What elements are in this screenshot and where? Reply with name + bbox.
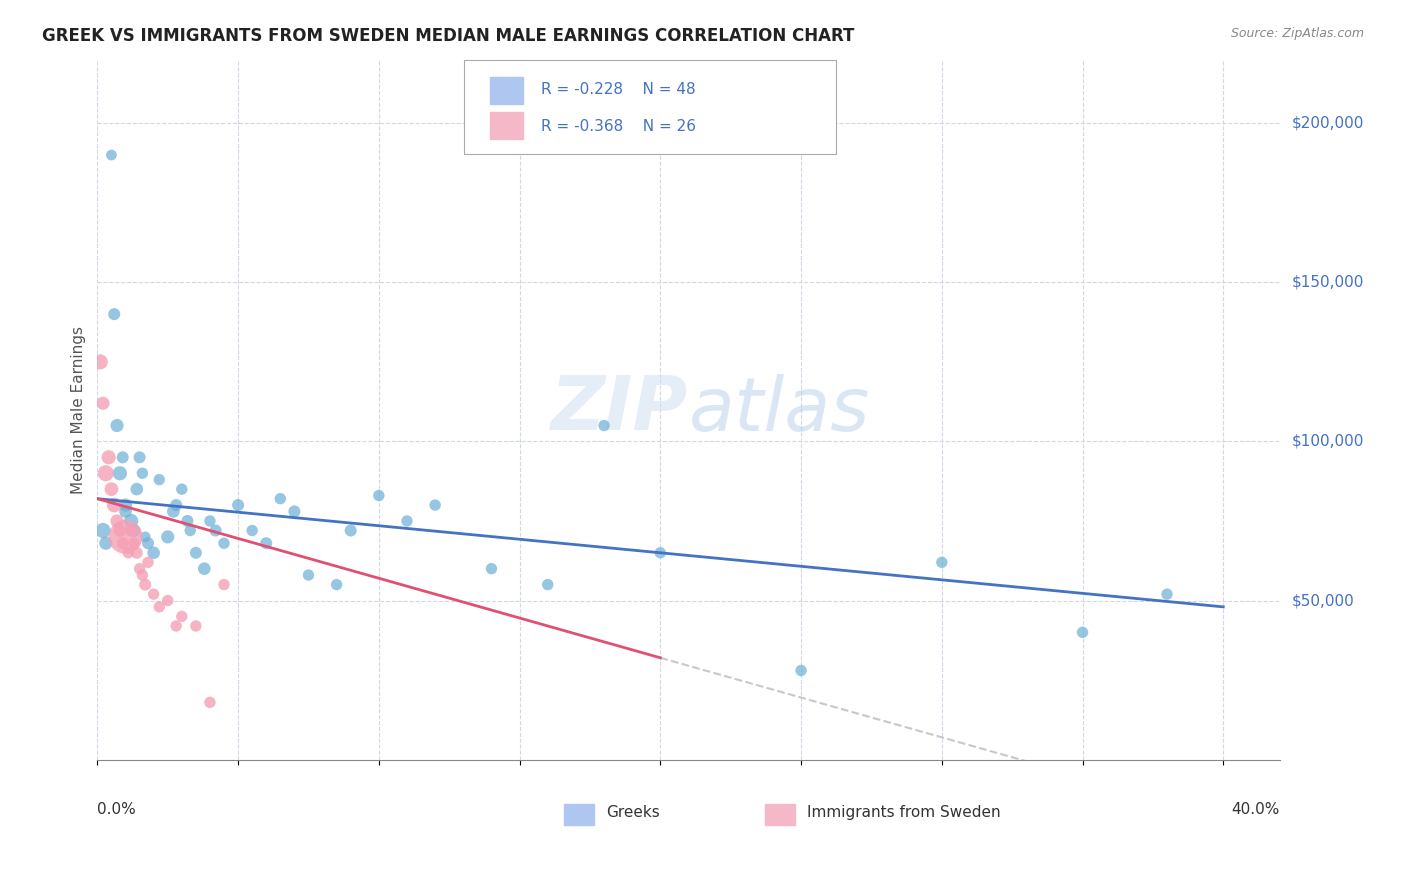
Text: R = -0.228    N = 48: R = -0.228 N = 48 xyxy=(541,82,696,97)
Point xyxy=(111,536,134,550)
Point xyxy=(170,482,193,496)
Point xyxy=(125,546,148,560)
Text: Source: ZipAtlas.com: Source: ZipAtlas.com xyxy=(1230,27,1364,40)
Point xyxy=(650,546,672,560)
FancyBboxPatch shape xyxy=(464,60,837,154)
Point xyxy=(193,562,215,576)
Point xyxy=(593,418,616,433)
Text: GREEK VS IMMIGRANTS FROM SWEDEN MEDIAN MALE EARNINGS CORRELATION CHART: GREEK VS IMMIGRANTS FROM SWEDEN MEDIAN M… xyxy=(42,27,855,45)
Point xyxy=(148,473,170,487)
Point xyxy=(170,609,193,624)
Point xyxy=(1156,587,1178,601)
Point xyxy=(117,546,139,560)
Point xyxy=(128,562,150,576)
Point xyxy=(184,619,207,633)
Point xyxy=(142,587,165,601)
Point xyxy=(395,514,418,528)
Point xyxy=(423,498,446,512)
Text: ZIP: ZIP xyxy=(551,373,689,446)
Point xyxy=(339,524,361,538)
Point xyxy=(184,546,207,560)
Point xyxy=(136,536,159,550)
Point xyxy=(108,467,131,481)
Point xyxy=(198,514,221,528)
Point xyxy=(89,355,111,369)
Point xyxy=(103,498,125,512)
Point xyxy=(931,555,953,569)
Text: 0.0%: 0.0% xyxy=(97,802,136,816)
Text: $200,000: $200,000 xyxy=(1292,116,1364,131)
Point xyxy=(269,491,291,506)
Point xyxy=(297,568,319,582)
Point xyxy=(134,530,156,544)
Point xyxy=(165,498,187,512)
Point xyxy=(114,530,136,544)
Text: $50,000: $50,000 xyxy=(1292,593,1354,608)
Text: Greeks: Greeks xyxy=(606,805,659,820)
Point xyxy=(142,546,165,560)
Point xyxy=(128,450,150,465)
Point xyxy=(204,524,226,538)
Point xyxy=(156,530,179,544)
Text: $150,000: $150,000 xyxy=(1292,275,1364,290)
Point xyxy=(97,450,120,465)
Text: atlas: atlas xyxy=(689,374,870,446)
Point xyxy=(254,536,277,550)
Point xyxy=(325,577,347,591)
Point xyxy=(114,504,136,518)
Point xyxy=(176,514,198,528)
Text: Immigrants from Sweden: Immigrants from Sweden xyxy=(807,805,1000,820)
Point xyxy=(131,467,153,481)
Text: R = -0.368    N = 26: R = -0.368 N = 26 xyxy=(541,119,696,134)
Point xyxy=(131,568,153,582)
Bar xyxy=(489,77,523,103)
Point xyxy=(94,467,117,481)
Point xyxy=(165,619,187,633)
Point xyxy=(156,593,179,607)
Point xyxy=(114,498,136,512)
Point xyxy=(94,536,117,550)
Point xyxy=(120,524,142,538)
Point xyxy=(198,695,221,709)
Text: 40.0%: 40.0% xyxy=(1232,802,1279,816)
Y-axis label: Median Male Earnings: Median Male Earnings xyxy=(72,326,86,493)
Point xyxy=(91,396,114,410)
Point xyxy=(1071,625,1094,640)
Bar xyxy=(489,112,523,138)
Point xyxy=(179,524,201,538)
Point xyxy=(148,599,170,614)
Point xyxy=(122,536,145,550)
Point xyxy=(105,418,128,433)
Point xyxy=(212,536,235,550)
Point xyxy=(481,562,503,576)
Point xyxy=(367,489,389,503)
Point xyxy=(105,514,128,528)
Point xyxy=(103,307,125,321)
Point xyxy=(134,577,156,591)
Point xyxy=(240,524,263,538)
Point xyxy=(136,555,159,569)
Bar xyxy=(564,804,593,825)
Point xyxy=(108,524,131,538)
Point xyxy=(537,577,560,591)
Point xyxy=(91,524,114,538)
Bar xyxy=(765,804,794,825)
Point xyxy=(162,504,184,518)
Point xyxy=(122,524,145,538)
Point xyxy=(212,577,235,591)
Point xyxy=(120,514,142,528)
Point xyxy=(111,450,134,465)
Point xyxy=(226,498,249,512)
Point xyxy=(100,482,122,496)
Point xyxy=(100,148,122,162)
Point xyxy=(283,504,305,518)
Point xyxy=(790,664,813,678)
Point xyxy=(125,482,148,496)
Text: $100,000: $100,000 xyxy=(1292,434,1364,449)
